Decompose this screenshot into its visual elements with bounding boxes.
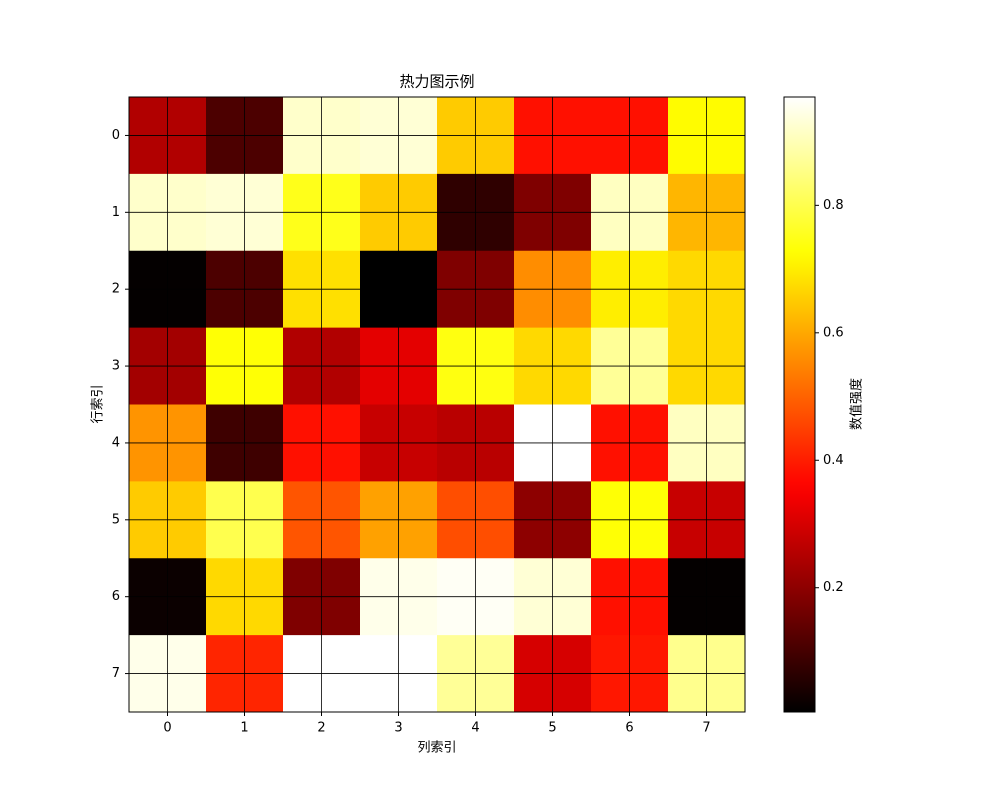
colorbar-tick-label: 0.6 (823, 325, 844, 340)
chart-title: 热力图示例 (399, 73, 474, 91)
x-tick-label: 0 (163, 721, 171, 736)
x-tick-label: 1 (240, 721, 248, 736)
x-tick-label: 3 (394, 721, 402, 736)
y-tick-label: 2 (112, 282, 120, 297)
y-tick-label: 1 (112, 205, 120, 220)
colorbar-tick-label: 0.8 (823, 198, 844, 213)
x-tick-label: 4 (471, 721, 479, 736)
x-tick-label: 5 (548, 721, 556, 736)
y-tick-label: 5 (112, 512, 120, 527)
plot-frame (128, 96, 746, 713)
colorbar-tick-label: 0.4 (823, 453, 844, 468)
colorbar (783, 96, 816, 713)
colorbar-label: 数值强度 (849, 378, 865, 430)
y-tick-label: 0 (112, 128, 120, 143)
x-tick-label: 2 (317, 721, 325, 736)
y-tick-label: 3 (112, 359, 120, 374)
x-tick-label: 6 (625, 721, 633, 736)
y-tick-label: 6 (112, 589, 120, 604)
x-tick-label: 7 (702, 721, 710, 736)
y-tick-label: 7 (112, 666, 120, 681)
y-tick-label: 4 (112, 435, 120, 450)
colorbar-tick-label: 0.2 (823, 580, 844, 595)
x-axis-label: 列索引 (417, 741, 456, 756)
y-axis-label: 行索引 (91, 384, 106, 423)
